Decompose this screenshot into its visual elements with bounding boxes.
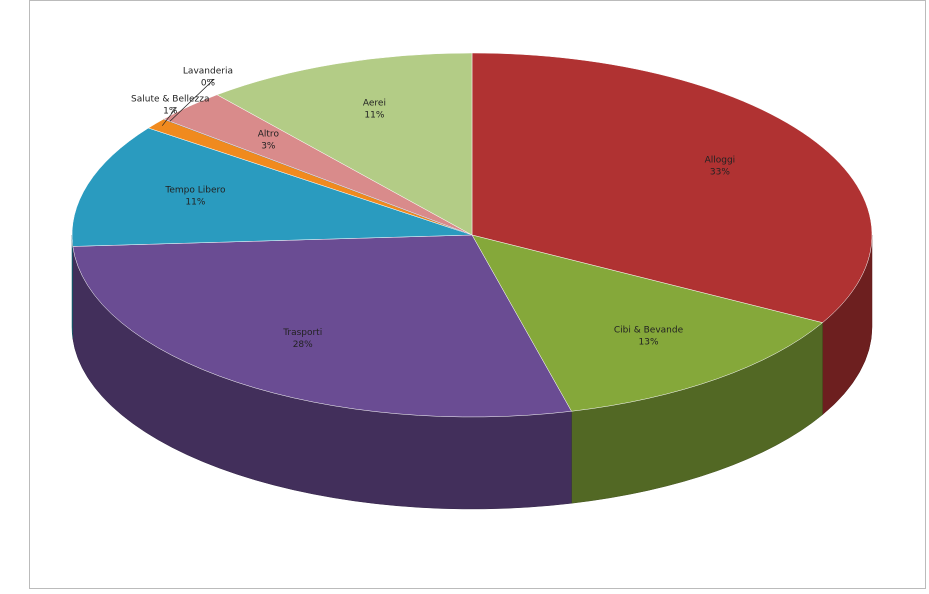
slice-value-label: 3% — [261, 141, 276, 151]
slice-label: Alloggi — [705, 155, 736, 165]
slice-label: Altro — [258, 129, 280, 139]
pie-labels: Alloggi 33% Cibi & Bevande 13% Trasporti 28% T… — [131, 66, 735, 350]
slice-label: Salute & Bellezza — [131, 95, 209, 105]
slice-value-label: 13% — [639, 338, 659, 348]
slice-value-label: 0% — [201, 78, 216, 88]
leader-line — [161, 107, 177, 126]
slice-value-label: 11% — [364, 111, 384, 121]
pie-slice — [71, 127, 473, 247]
slice-value-label: 1% — [163, 107, 178, 117]
slice-label: Tempo Libero — [164, 185, 226, 195]
pie-sides — [71, 234, 873, 510]
slice-label: Aerei — [363, 99, 386, 109]
slice-value-label: 28% — [293, 340, 313, 350]
pie-slice — [471, 234, 824, 412]
slice-label: Lavanderia — [183, 66, 233, 76]
pie-slice — [216, 52, 473, 236]
pie-tops — [71, 52, 873, 418]
leader-line — [169, 78, 215, 122]
slice-label: Cibi & Bevande — [614, 326, 684, 336]
slice-label: Trasporti — [282, 328, 322, 338]
slice-value-label: 11% — [185, 197, 205, 207]
pie-slice — [471, 52, 873, 323]
pie-side — [71, 234, 74, 339]
pie-slice — [72, 234, 572, 418]
slice-value-label: 33% — [710, 167, 730, 177]
